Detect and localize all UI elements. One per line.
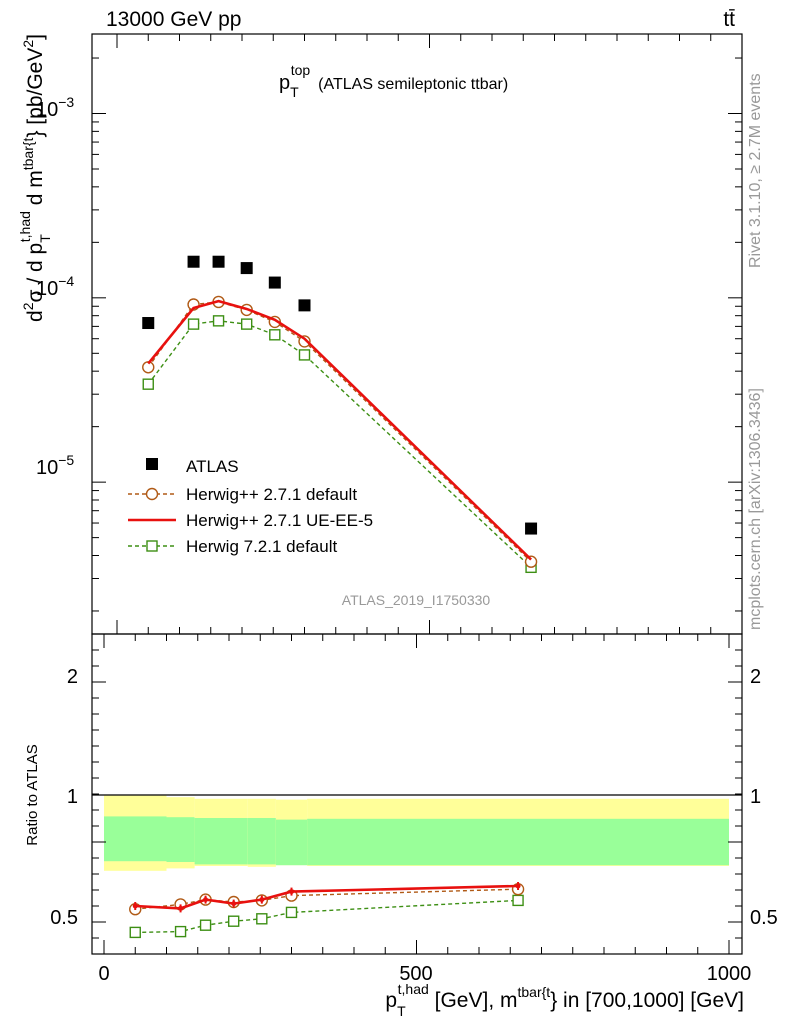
legend-label-herwig7: Herwig 7.2.1 default xyxy=(186,537,337,556)
series-herwig-7-2-1-default xyxy=(142,315,537,574)
ratio-point-herwig-7-2-1-default xyxy=(129,926,141,939)
ratio-point-herwig-7-2-1-default xyxy=(512,894,524,907)
ratio-point-herwig-2-7-1-ue-ee-5 xyxy=(289,889,294,895)
legend-marker-atlas xyxy=(146,458,158,470)
plot-title: pTtop (ATLAS semileptonic ttbar) xyxy=(279,62,508,100)
plot-title-sub: T xyxy=(290,84,299,100)
ratio-series-herwig-7-2-1-default xyxy=(129,894,524,939)
main-panel: pTtop(ATLAS semileptonic ttbar) 10−3 10−… xyxy=(17,33,743,635)
data-point-herwig-7-2-1-default xyxy=(187,318,200,330)
ratio-series xyxy=(129,882,525,939)
x-axis-title: pTt,had [GeV], mtbar{t} in [700,1000] [G… xyxy=(385,981,744,1019)
data-point-herwig-7-2-1-default xyxy=(269,329,281,341)
series-line-herwig-2-7-1-ue-ee-5 xyxy=(147,299,532,561)
data-point-herwig-2-7-1-default xyxy=(298,335,311,348)
stat-uncertainty-band xyxy=(216,818,248,865)
series-atlas xyxy=(142,255,538,535)
data-point-atlas xyxy=(298,299,311,312)
ratio-point-herwig-2-7-1-ue-ee-5 xyxy=(178,905,184,911)
process-label: tt̄ xyxy=(723,8,735,31)
ratio-point-herwig-2-7-1-ue-ee-5 xyxy=(515,883,521,889)
stat-uncertainty-band xyxy=(275,819,308,866)
series-herwig-2-7-1-ue-ee-5 xyxy=(147,299,532,561)
plot-title-sup: top xyxy=(291,62,311,78)
energy-label: 13000 GeV pp xyxy=(106,8,241,31)
legend-label-atlas: ATLAS xyxy=(186,457,239,476)
stat-uncertainty-band xyxy=(194,818,217,865)
ratio-line-herwig-2-7-1-default xyxy=(135,888,519,910)
stat-uncertainty-band xyxy=(166,817,195,862)
data-point-atlas xyxy=(187,255,200,268)
legend: ATLAS Herwig++ 2.7.1 default Herwig++ 2.… xyxy=(128,457,373,556)
ratio-point-herwig-2-7-1-ue-ee-5 xyxy=(132,903,138,909)
ratio-point-herwig-7-2-1-default xyxy=(256,913,268,925)
plot-title-p: p xyxy=(279,72,290,94)
ratio-point-herwig-7-2-1-default xyxy=(174,925,187,938)
data-point-herwig-7-2-1-default xyxy=(212,315,225,327)
data-point-herwig-2-7-1-default xyxy=(524,555,538,568)
data-point-herwig-7-2-1-default xyxy=(298,349,311,361)
data-point-herwig-7-2-1-default xyxy=(240,318,253,330)
ratio-point-herwig-2-7-1-ue-ee-5 xyxy=(231,901,237,907)
ratio-y-tick-0.5-right: 0.5 xyxy=(750,907,778,929)
stat-uncertainty-band xyxy=(247,818,276,865)
series-line-herwig-7-2-1-default xyxy=(147,320,532,568)
ratio-series-herwig-2-7-1-ue-ee-5 xyxy=(132,882,521,913)
data-point-herwig-7-2-1-default xyxy=(142,378,154,390)
data-point-atlas xyxy=(525,522,538,535)
x-tick-500: 500 xyxy=(399,963,432,985)
analysis-watermark: ATLAS_2019_I1750330 xyxy=(342,592,491,608)
legend-label-herwig-default: Herwig++ 2.7.1 default xyxy=(186,485,357,504)
data-point-atlas xyxy=(142,317,155,330)
ratio-y-tick-2: 2 xyxy=(67,666,78,688)
y-axis-title: d2σ / d pTt,had d mtbar{t} [pb/GeV2] xyxy=(17,34,53,322)
plot-title-rest: (ATLAS semileptonic ttbar) xyxy=(318,76,508,93)
ratio-ticks xyxy=(92,634,742,954)
ratio-point-herwig-2-7-1-ue-ee-5 xyxy=(203,897,209,903)
main-series xyxy=(142,255,538,574)
ratio-y-tick-0.5: 0.5 xyxy=(50,907,78,929)
ratio-y-tick-2-right: 2 xyxy=(750,666,761,688)
data-point-atlas xyxy=(212,255,225,268)
mcplots-label: mcplots.cern.ch [arXiv:1306.3436] xyxy=(747,388,764,630)
legend-marker-herwig-default xyxy=(145,487,159,501)
ratio-y-tick-1: 1 xyxy=(67,786,78,808)
stat-uncertainty-band xyxy=(104,816,167,862)
x-tick-1000: 1000 xyxy=(707,963,752,985)
ratio-point-herwig-7-2-1-default xyxy=(227,915,240,927)
main-ticks xyxy=(92,34,743,634)
legend-label-herwig-ueee5: Herwig++ 2.7.1 UE-EE-5 xyxy=(186,511,373,530)
data-point-atlas xyxy=(268,276,281,289)
y-tick-label-1e-5: 10−5 xyxy=(36,452,74,479)
ratio-line-herwig-2-7-1-ue-ee-5 xyxy=(135,884,519,910)
ratio-bands xyxy=(104,795,729,871)
data-point-atlas xyxy=(240,262,253,275)
ratio-point-herwig-2-7-1-ue-ee-5 xyxy=(259,897,265,903)
rivet-label: Rivet 3.1.10, ≥ 2.7M events xyxy=(747,73,764,268)
stat-uncertainty-band xyxy=(307,818,729,866)
ratio-y-axis-title: Ratio to ATLAS xyxy=(24,744,41,845)
legend-marker-herwig7 xyxy=(146,540,158,552)
ratio-y-tick-1-right: 1 xyxy=(750,786,761,808)
ratio-point-herwig-7-2-1-default xyxy=(285,906,298,919)
x-tick-0: 0 xyxy=(98,963,109,985)
ratio-panel: 2 1 0.5 2 1 0.5 Ratio to ATLAS 0 500 100… xyxy=(24,633,778,1019)
ratio-point-herwig-7-2-1-default xyxy=(199,919,212,931)
